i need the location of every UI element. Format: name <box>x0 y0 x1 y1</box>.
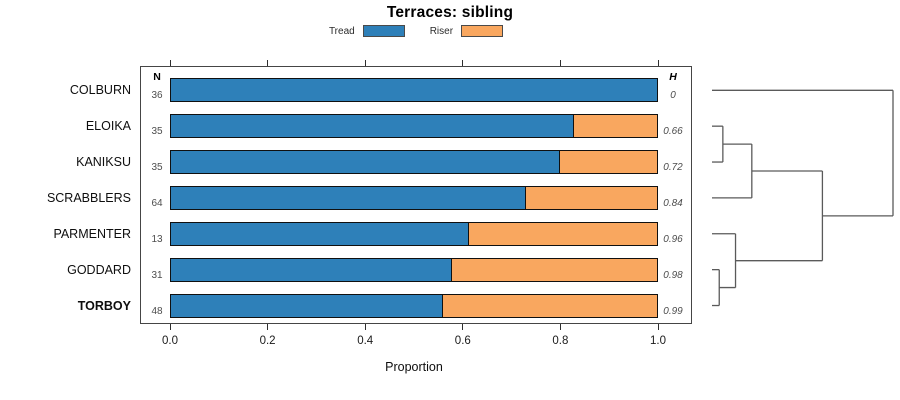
category-label: KANIKSU <box>76 155 131 170</box>
x-tick-top <box>169 60 171 66</box>
chart-title: Terraces: sibling <box>386 4 514 21</box>
bar-segment-tread <box>170 257 454 282</box>
x-tick-bottom <box>267 324 269 330</box>
x-tick-top <box>657 60 659 66</box>
n-value: 35 <box>151 162 163 174</box>
bar-row <box>170 185 658 210</box>
h-value: 0 <box>670 90 676 102</box>
n-value: 31 <box>151 269 163 281</box>
x-tick-bottom <box>559 324 561 330</box>
n-value: 36 <box>151 90 163 102</box>
bar-segment-riser <box>451 257 658 282</box>
h-column-header: H <box>669 71 677 83</box>
h-value: 0.84 <box>663 197 683 209</box>
legend-swatch-tread-icon <box>362 25 405 37</box>
category-label: TORBOY <box>77 298 131 313</box>
bar-segment-tread <box>170 185 527 210</box>
bar-segment-riser <box>558 150 658 175</box>
bar-segment-tread <box>170 78 658 103</box>
bar-row <box>170 257 658 282</box>
legend-item-tread: Tread <box>329 25 405 37</box>
x-tick-bottom <box>364 324 366 330</box>
x-tick-top <box>559 60 561 66</box>
x-tick-top <box>364 60 366 66</box>
x-tick-top <box>462 60 464 66</box>
bar-segment-riser <box>441 293 658 318</box>
category-label: COLBURN <box>69 83 131 98</box>
x-tick-label: 0.6 <box>454 335 471 347</box>
h-value: 0.99 <box>663 305 683 317</box>
bar-segment-riser <box>468 221 658 246</box>
legend: Tread Riser <box>140 23 692 39</box>
category-label: PARMENTER <box>53 226 131 241</box>
bar-row <box>170 78 658 103</box>
bar-segment-tread <box>170 293 444 318</box>
x-tick-label: 0.8 <box>552 335 569 347</box>
h-value: 0.66 <box>663 126 683 138</box>
bar-row <box>170 293 658 318</box>
bar-row <box>170 114 658 139</box>
h-value: 0.98 <box>663 269 683 281</box>
n-value: 35 <box>151 126 163 138</box>
legend-label-riser: Riser <box>429 25 454 37</box>
h-value: 0.72 <box>663 162 683 174</box>
h-value: 0.96 <box>663 233 683 245</box>
x-tick-label: 0.4 <box>357 335 374 347</box>
x-tick-bottom <box>169 324 171 330</box>
legend-swatch-riser-icon <box>461 25 504 37</box>
bar-segment-tread <box>170 150 561 175</box>
dendrogram <box>712 89 894 307</box>
legend-item-riser: Riser <box>429 25 504 37</box>
bar-segment-riser <box>524 185 658 210</box>
x-tick-bottom <box>462 324 464 330</box>
x-axis-title: Proportion <box>385 360 443 374</box>
x-tick-top <box>267 60 269 66</box>
bar-segment-tread <box>170 221 471 246</box>
legend-label-tread: Tread <box>328 25 355 37</box>
n-value: 64 <box>151 197 163 209</box>
bar-segment-tread <box>170 114 576 139</box>
x-tick-bottom <box>657 324 659 330</box>
x-tick-label: 0.2 <box>259 335 276 347</box>
category-label: ELOIKA <box>85 119 131 134</box>
x-tick-label: 1.0 <box>650 335 666 347</box>
n-value: 13 <box>151 233 163 245</box>
bar-segment-riser <box>573 114 658 139</box>
n-value: 48 <box>151 305 163 317</box>
category-label: GODDARD <box>67 262 131 277</box>
category-label: SCRABBLERS <box>46 190 131 205</box>
x-tick-label: 0.0 <box>162 335 178 347</box>
bar-row <box>170 150 658 175</box>
bar-row <box>170 221 658 246</box>
n-column-header: N <box>153 71 161 83</box>
